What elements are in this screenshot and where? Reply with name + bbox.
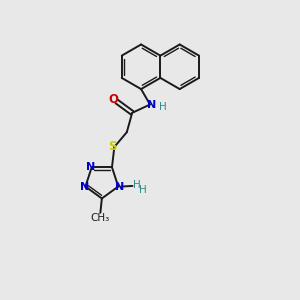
Text: N: N xyxy=(115,182,124,191)
Text: H: H xyxy=(159,103,167,112)
Text: N: N xyxy=(86,162,95,172)
Text: N: N xyxy=(80,182,89,192)
Text: N: N xyxy=(148,100,157,110)
Text: CH₃: CH₃ xyxy=(91,213,110,223)
Text: H: H xyxy=(139,184,147,194)
Text: H: H xyxy=(133,180,140,190)
Text: O: O xyxy=(108,93,118,106)
Text: S: S xyxy=(108,140,116,153)
